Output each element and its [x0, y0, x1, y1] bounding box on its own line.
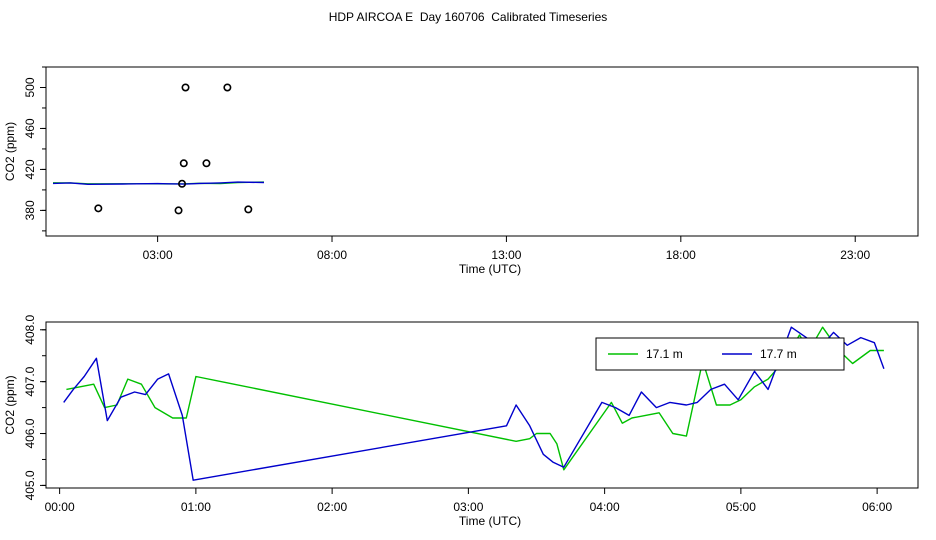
panel2-x-tick-label: 01:00 [181, 500, 211, 514]
panel2-y-tick-label: 405.0 [23, 470, 37, 500]
panel1-y-tick-label: 460 [23, 118, 37, 138]
panel2-y-tick-label: 406.0 [23, 418, 37, 448]
panel2-legend-label: 17.7 m [760, 347, 797, 361]
panel1-x-tick-label: 18:00 [666, 248, 696, 262]
panel2-x-tick-label: 04:00 [590, 500, 620, 514]
panel2-x-tick-label: 02:00 [317, 500, 347, 514]
panel2-y-tick-label: 408.0 [23, 314, 37, 344]
panel1-x-tick-label: 08:00 [317, 248, 347, 262]
panel2-x-tick-label: 05:00 [726, 500, 756, 514]
panel2-blue-series-line [63, 326, 885, 481]
panel2-x-tick-label: 06:00 [862, 500, 892, 514]
panel1-x-tick-label: 03:00 [143, 248, 173, 262]
panel1-x-tick-label: 13:00 [491, 248, 521, 262]
panel2-plot-frame [45, 321, 919, 489]
panel2-x-tick-label: 03:00 [453, 500, 483, 514]
panel1-data-marker [178, 179, 187, 188]
panel1-y-tick-label: 500 [23, 77, 37, 97]
panel1-y-tick-label: 420 [23, 159, 37, 179]
panel1-data-marker [244, 205, 253, 214]
panel1-y-tick-label: 380 [23, 200, 37, 220]
panel1-blue-series-line [52, 181, 265, 186]
panel2-y-axis-label: CO2 (ppm) [3, 375, 17, 434]
panel1-data-marker [202, 159, 211, 168]
panel2-y-tick-label: 407.0 [23, 366, 37, 396]
figure-title: HDP AIRCOA E Day 160706 Calibrated Times… [328, 10, 608, 24]
panel1-y-axis-label: CO2 (ppm) [3, 122, 17, 181]
panel2-x-tick-label: 00:00 [45, 500, 75, 514]
panel1-x-tick-label: 23:00 [840, 248, 870, 262]
panel1-data-marker [223, 83, 232, 92]
panel1-data-marker [94, 204, 103, 213]
panel1-data-marker [181, 83, 190, 92]
panel1-data-marker [174, 206, 183, 215]
panel1-plot-frame [45, 66, 919, 237]
panel1-x-axis-label: Time (UTC) [459, 262, 521, 276]
panel2-x-axis-label: Time (UTC) [459, 514, 521, 528]
panel1-data-marker [179, 159, 188, 168]
panel2-legend-label: 17.1 m [646, 347, 683, 361]
